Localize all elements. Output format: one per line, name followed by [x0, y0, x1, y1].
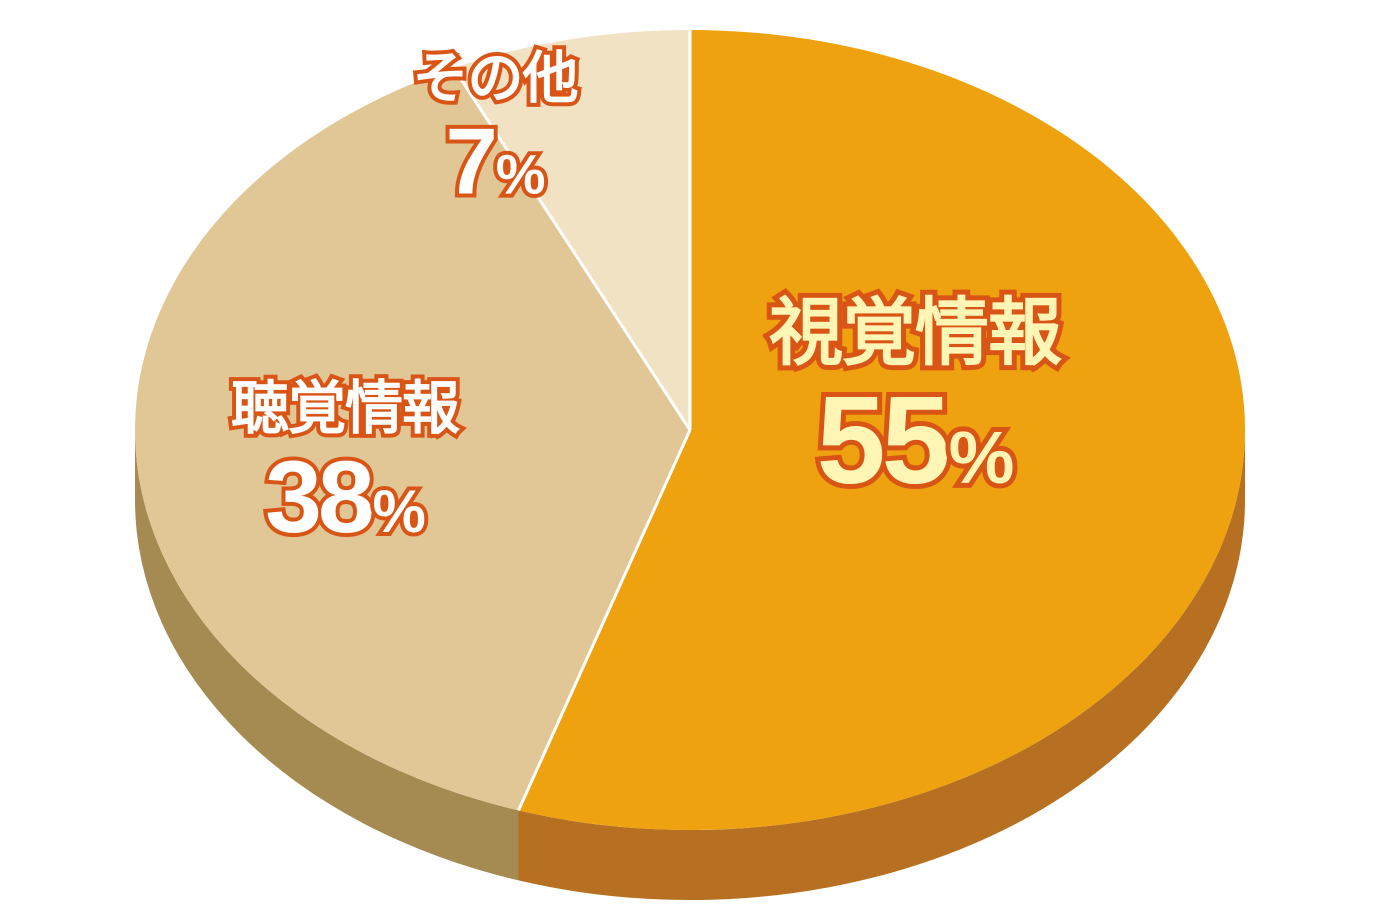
pie-chart-svg	[0, 0, 1376, 908]
pie-chart-3d: 視覚情報55%聴覚情報38%その他7%	[0, 0, 1376, 908]
